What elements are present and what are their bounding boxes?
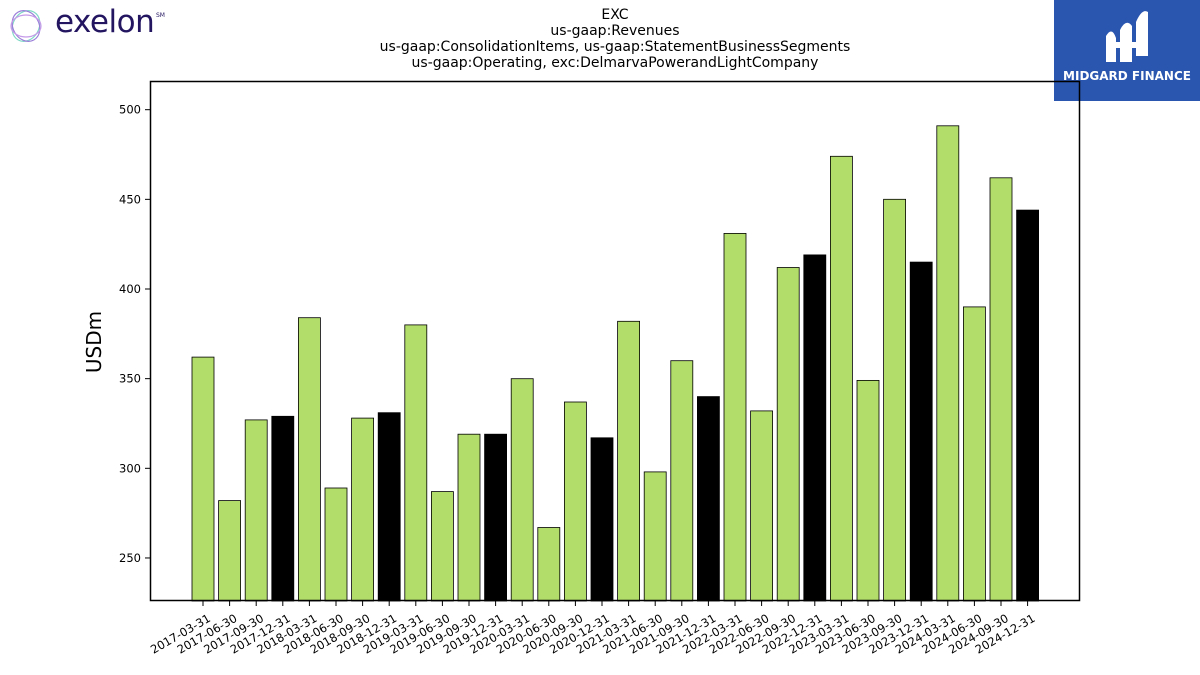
- bar-2024-06-30: [963, 306, 986, 602]
- bar-2022-06-30: [750, 410, 773, 602]
- bar-2018-06-30: [324, 487, 348, 602]
- bar-2023-03-31: [830, 155, 853, 602]
- bar-2017-03-31: [191, 356, 215, 602]
- bar-2021-09-30: [670, 360, 694, 602]
- bar-2017-12-31: [271, 415, 295, 602]
- bar-2019-09-30: [457, 433, 481, 602]
- y-tick-label: 500: [119, 103, 141, 117]
- bar-2018-12-31: [377, 412, 401, 602]
- bar-2019-12-31: [484, 433, 508, 602]
- bar-2019-03-31: [404, 324, 428, 602]
- bar-2021-12-31: [697, 396, 720, 602]
- y-tick-label: 250: [119, 551, 141, 565]
- plot-frame: [149, 80, 1081, 602]
- bar-2023-12-31: [909, 261, 933, 602]
- chart-title-line-3: us-gaap:ConsolidationItems, us-gaap:Stat…: [379, 39, 851, 55]
- chart-title-line-4: us-gaap:Operating, exc:DelmarvaPowerandL…: [411, 55, 819, 71]
- midgard-finance-logo: MIDGARD FINANCE: [1054, 0, 1200, 101]
- bar-2018-03-31: [297, 317, 321, 602]
- chart-title: EXC us-gaap:Revenues us-gaap:Consolidati…: [315, 7, 915, 71]
- y-tick-label: 400: [119, 282, 141, 296]
- chart-title-line-2: us-gaap:Revenues: [550, 23, 680, 39]
- midgard-emblem-icon: [1106, 11, 1148, 62]
- bar-group: [191, 125, 1039, 602]
- bar-2021-03-31: [617, 320, 640, 602]
- bar-2021-06-30: [643, 471, 667, 602]
- midgard-finance-label: MIDGARD FINANCE: [1063, 69, 1191, 83]
- bar-2020-09-30: [564, 401, 587, 602]
- y-axis: 250 300 350 400 450 500: [119, 103, 150, 565]
- bar-2020-12-31: [590, 437, 614, 602]
- chart-title-line-1: EXC: [601, 7, 629, 23]
- y-axis-label: USDm: [82, 311, 106, 373]
- y-tick-label: 450: [119, 192, 141, 206]
- exelon-swirl-icon: [10, 10, 42, 42]
- y-tick-label: 350: [119, 372, 141, 386]
- bar-2022-09-30: [776, 267, 800, 602]
- bar-2017-06-30: [218, 500, 242, 602]
- bar-2024-09-30: [989, 177, 1013, 602]
- y-tick-label: 300: [119, 461, 141, 475]
- bar-2023-09-30: [883, 198, 906, 602]
- exelon-service-mark: SM: [156, 12, 165, 19]
- bar-2018-09-30: [351, 417, 375, 602]
- bar-2019-06-30: [430, 491, 454, 602]
- bar-2017-09-30: [244, 419, 268, 602]
- exelon-logo: [10, 10, 42, 42]
- bar-2023-06-30: [856, 379, 880, 602]
- bar-2022-12-31: [803, 254, 827, 602]
- bar-2024-03-31: [936, 125, 960, 602]
- x-axis: 2017-03-312017-06-302017-09-302017-12-31…: [148, 601, 1037, 657]
- bar-2024-12-31: [1016, 209, 1039, 602]
- exelon-wordmark: exelon: [55, 4, 155, 40]
- bar-2020-03-31: [510, 378, 534, 602]
- bar-2020-06-30: [537, 527, 561, 602]
- bar-2022-03-31: [723, 232, 747, 602]
